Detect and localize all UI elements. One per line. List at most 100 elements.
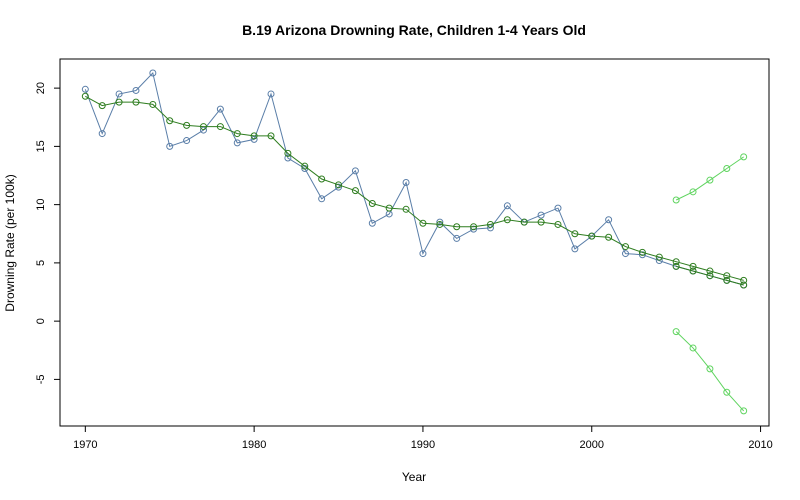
data-point-observed <box>183 137 191 145</box>
data-point-lower <box>740 407 748 415</box>
y-tick-label: 20 <box>35 82 47 94</box>
y-tick-label: 15 <box>35 140 47 152</box>
data-point-observed <box>554 204 562 212</box>
data-point-lower <box>689 344 697 352</box>
data-point-smoothed <box>199 123 207 131</box>
data-point-smoothed <box>554 220 562 228</box>
data-point-observed <box>149 69 157 77</box>
series-line-smoothed <box>85 95 744 281</box>
data-point-smoothed <box>132 98 140 106</box>
data-point-upper <box>672 196 680 204</box>
data-point-observed <box>318 195 326 203</box>
data-point-lower <box>723 388 731 396</box>
data-point-smoothed <box>638 248 646 256</box>
series-line-upper <box>675 156 744 201</box>
data-point-smoothed <box>740 276 748 284</box>
data-point-smoothed <box>537 218 545 226</box>
data-point-observed <box>638 251 646 259</box>
series-line-lower <box>675 331 745 412</box>
data-point-smoothed <box>267 132 275 140</box>
data-point-observed <box>216 105 224 113</box>
series-line-forecast <box>676 265 744 286</box>
data-point-smoothed <box>166 117 174 125</box>
data-point-smoothed <box>216 123 224 131</box>
series-forecast <box>672 262 748 289</box>
data-point-observed <box>470 225 478 233</box>
data-point-observed <box>419 250 427 258</box>
series-observed <box>81 69 748 289</box>
data-point-smoothed <box>301 162 309 170</box>
data-point-observed <box>284 154 292 162</box>
plot-frame <box>59 58 770 427</box>
data-point-observed <box>351 167 359 175</box>
y-tick-label: -5 <box>35 375 47 385</box>
data-point-observed <box>98 130 106 138</box>
data-point-observed <box>503 202 511 210</box>
x-axis: 1970 1980 1990 2000 2010 <box>73 426 773 451</box>
x-tick-label: 2000 <box>580 439 604 451</box>
y-tick-label: 10 <box>35 199 47 211</box>
data-point-smoothed <box>520 218 528 226</box>
data-point-forecast <box>689 267 697 275</box>
data-point-observed <box>115 90 123 98</box>
data-point-observed <box>622 250 630 258</box>
series-upper <box>672 153 748 204</box>
data-point-observed <box>267 90 275 98</box>
data-point-smoothed <box>453 223 461 231</box>
data-point-smoothed <box>503 216 511 224</box>
series-smoothed <box>81 92 748 284</box>
x-tick-label: 2010 <box>748 439 772 451</box>
data-point-smoothed <box>385 204 393 212</box>
data-point-smoothed <box>81 92 89 100</box>
series-layer <box>81 69 748 415</box>
x-axis-label: Year <box>402 470 426 484</box>
data-point-observed <box>132 86 140 94</box>
data-point-observed <box>81 85 89 93</box>
data-point-smoothed <box>250 132 258 140</box>
data-point-upper <box>740 153 748 161</box>
data-point-smoothed <box>470 223 478 231</box>
data-point-smoothed <box>605 233 613 241</box>
data-point-lower <box>706 365 714 373</box>
data-point-smoothed <box>655 253 663 261</box>
x-tick-label: 1970 <box>73 439 97 451</box>
data-point-smoothed <box>368 199 376 207</box>
data-point-forecast <box>672 262 680 270</box>
data-point-smoothed <box>706 267 714 275</box>
data-point-smoothed <box>284 149 292 157</box>
data-point-observed <box>453 234 461 242</box>
data-point-forecast <box>723 276 731 284</box>
data-point-smoothed <box>351 187 359 195</box>
data-point-observed <box>368 219 376 227</box>
data-point-upper <box>689 188 697 196</box>
y-axis: -5 0 5 10 15 20 <box>35 82 60 384</box>
data-point-observed <box>166 142 174 150</box>
data-point-smoothed <box>689 262 697 270</box>
chart-title: B.19 Arizona Drowning Rate, Children 1-4… <box>242 22 586 38</box>
data-point-smoothed <box>402 205 410 213</box>
data-point-observed <box>335 183 343 191</box>
y-tick-label: 5 <box>35 260 47 266</box>
data-point-upper <box>706 176 714 184</box>
data-point-smoothed <box>419 219 427 227</box>
data-point-observed <box>571 245 579 253</box>
x-tick-label: 1980 <box>242 439 266 451</box>
data-point-smoothed <box>588 232 596 240</box>
data-point-forecast <box>706 272 714 280</box>
data-point-lower <box>672 328 680 336</box>
data-point-upper <box>723 165 731 173</box>
y-axis-label: Drowning Rate (per 100k) <box>3 174 17 311</box>
data-point-observed <box>537 211 545 219</box>
data-point-observed <box>402 178 410 186</box>
data-point-smoothed <box>318 175 326 183</box>
data-point-smoothed <box>723 272 731 280</box>
data-point-smoothed <box>149 100 157 108</box>
data-point-observed <box>605 216 613 224</box>
data-point-observed <box>436 218 444 226</box>
data-point-forecast <box>740 281 748 289</box>
data-point-smoothed <box>115 98 123 106</box>
data-point-smoothed <box>571 230 579 238</box>
data-point-smoothed <box>335 181 343 189</box>
data-point-smoothed <box>183 121 191 129</box>
